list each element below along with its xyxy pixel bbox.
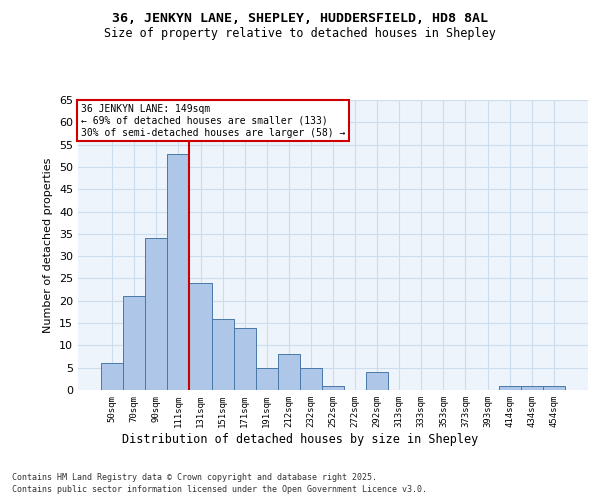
Bar <box>499 386 521 390</box>
Bar <box>256 368 278 390</box>
Bar <box>101 363 123 390</box>
Text: Size of property relative to detached houses in Shepley: Size of property relative to detached ho… <box>104 28 496 40</box>
Bar <box>366 372 388 390</box>
Bar <box>212 318 233 390</box>
Bar <box>123 296 145 390</box>
Bar <box>543 386 565 390</box>
Text: 36, JENKYN LANE, SHEPLEY, HUDDERSFIELD, HD8 8AL: 36, JENKYN LANE, SHEPLEY, HUDDERSFIELD, … <box>112 12 488 26</box>
Bar <box>322 386 344 390</box>
Bar <box>278 354 300 390</box>
Text: Distribution of detached houses by size in Shepley: Distribution of detached houses by size … <box>122 432 478 446</box>
Bar <box>233 328 256 390</box>
Bar <box>190 283 212 390</box>
Text: Contains HM Land Registry data © Crown copyright and database right 2025.: Contains HM Land Registry data © Crown c… <box>12 472 377 482</box>
Bar <box>300 368 322 390</box>
Bar <box>521 386 543 390</box>
Text: Contains public sector information licensed under the Open Government Licence v3: Contains public sector information licen… <box>12 485 427 494</box>
Text: 36 JENKYN LANE: 149sqm
← 69% of detached houses are smaller (133)
30% of semi-de: 36 JENKYN LANE: 149sqm ← 69% of detached… <box>80 104 345 138</box>
Bar <box>145 238 167 390</box>
Bar <box>167 154 190 390</box>
Y-axis label: Number of detached properties: Number of detached properties <box>43 158 53 332</box>
